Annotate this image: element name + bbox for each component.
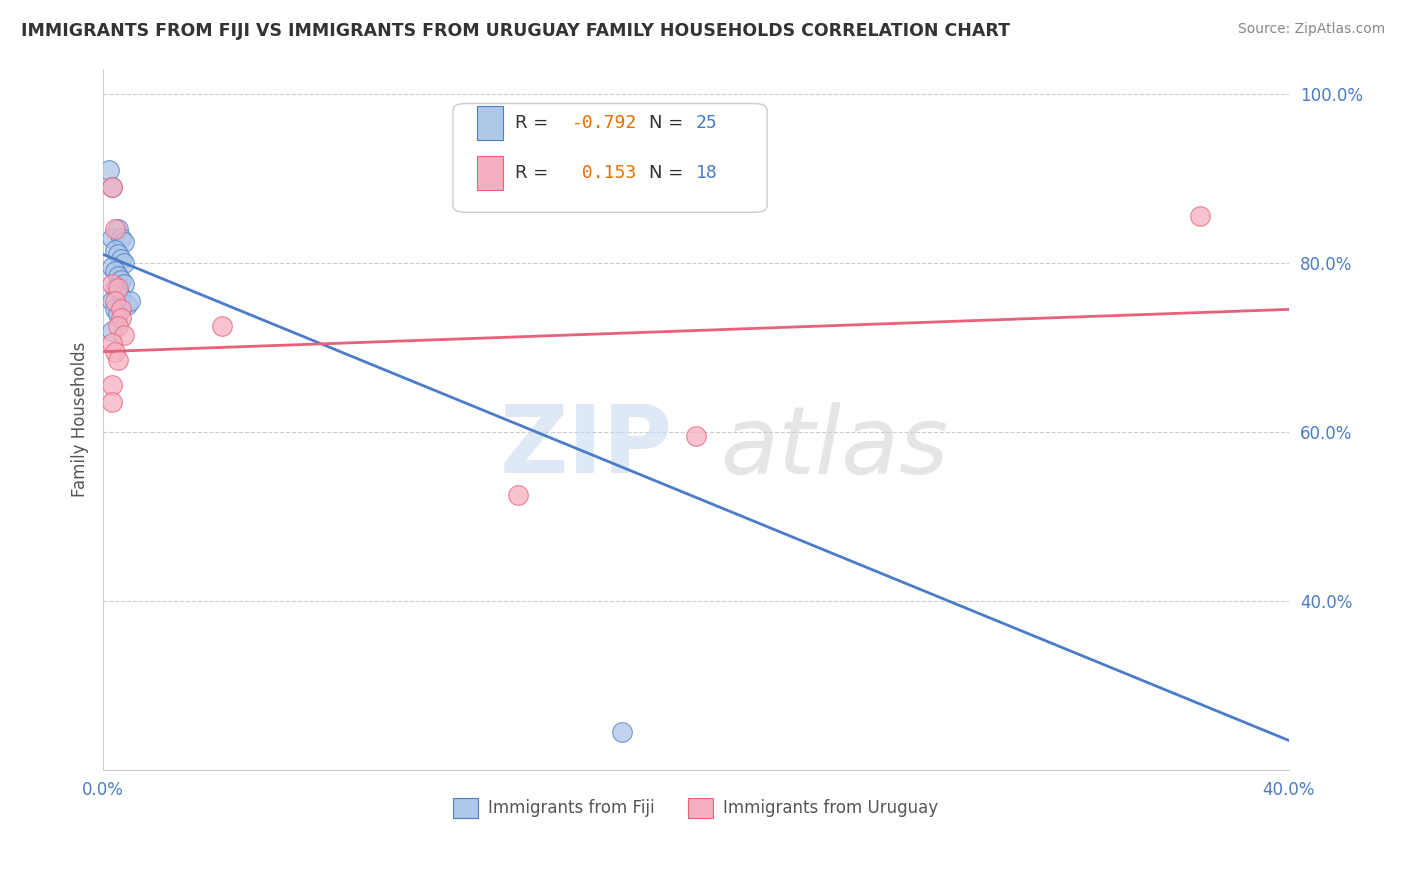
Point bbox=[104, 293, 127, 308]
Legend: Immigrants from Fiji, Immigrants from Uruguay: Immigrants from Fiji, Immigrants from Ur… bbox=[447, 791, 945, 825]
Point bbox=[101, 277, 124, 291]
Point bbox=[115, 298, 138, 312]
FancyBboxPatch shape bbox=[453, 103, 768, 212]
Text: Source: ZipAtlas.com: Source: ZipAtlas.com bbox=[1237, 22, 1385, 37]
Point bbox=[107, 353, 129, 368]
Text: R =: R = bbox=[515, 114, 554, 132]
Text: ZIP: ZIP bbox=[499, 401, 672, 493]
Text: atlas: atlas bbox=[720, 401, 948, 492]
Point bbox=[110, 302, 132, 317]
Text: N =: N = bbox=[648, 164, 689, 182]
Point bbox=[107, 285, 129, 300]
Text: 25: 25 bbox=[696, 114, 717, 132]
Point bbox=[110, 230, 132, 244]
Point bbox=[118, 293, 141, 308]
Point bbox=[104, 264, 127, 278]
Point bbox=[107, 222, 129, 236]
Point bbox=[104, 344, 127, 359]
Point bbox=[101, 336, 124, 351]
Point bbox=[685, 429, 707, 443]
Point bbox=[107, 281, 129, 295]
Point bbox=[101, 179, 124, 194]
Y-axis label: Family Households: Family Households bbox=[72, 342, 89, 497]
Point bbox=[112, 256, 135, 270]
Point bbox=[110, 273, 132, 287]
Point bbox=[112, 277, 135, 291]
Point bbox=[101, 179, 124, 194]
Point bbox=[107, 307, 129, 321]
Point bbox=[112, 327, 135, 342]
Point bbox=[101, 378, 124, 392]
Point bbox=[506, 488, 529, 502]
Point bbox=[610, 725, 633, 739]
Point bbox=[104, 222, 127, 236]
FancyBboxPatch shape bbox=[477, 156, 503, 190]
Point bbox=[104, 244, 127, 258]
Text: 18: 18 bbox=[696, 164, 717, 182]
Point bbox=[112, 235, 135, 249]
Text: N =: N = bbox=[648, 114, 689, 132]
Point bbox=[110, 290, 132, 304]
Point bbox=[104, 302, 127, 317]
Point bbox=[107, 319, 129, 334]
Point bbox=[101, 324, 124, 338]
Point bbox=[1188, 210, 1211, 224]
Point bbox=[104, 281, 127, 295]
Point bbox=[110, 252, 132, 266]
Point bbox=[107, 268, 129, 283]
Point bbox=[101, 230, 124, 244]
Text: R =: R = bbox=[515, 164, 554, 182]
FancyBboxPatch shape bbox=[477, 106, 503, 140]
Text: IMMIGRANTS FROM FIJI VS IMMIGRANTS FROM URUGUAY FAMILY HOUSEHOLDS CORRELATION CH: IMMIGRANTS FROM FIJI VS IMMIGRANTS FROM … bbox=[21, 22, 1010, 40]
Point bbox=[211, 319, 233, 334]
Text: -0.792: -0.792 bbox=[571, 114, 637, 132]
Point bbox=[101, 260, 124, 274]
Text: 0.153: 0.153 bbox=[571, 164, 637, 182]
Point bbox=[98, 163, 121, 178]
Point bbox=[101, 293, 124, 308]
Point bbox=[110, 310, 132, 325]
Point bbox=[101, 395, 124, 409]
Point bbox=[107, 247, 129, 261]
